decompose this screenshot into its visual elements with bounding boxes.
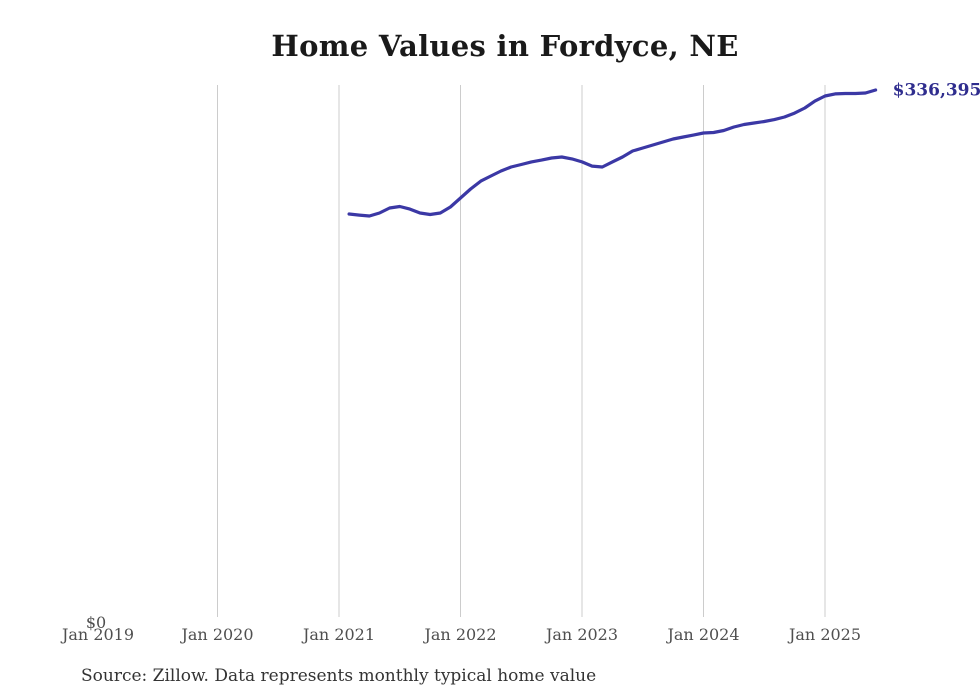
x-axis-label: Jan 2019	[60, 625, 134, 644]
x-axis-label: Jan 2023	[544, 625, 618, 644]
current-value-label: $336,395	[893, 81, 980, 101]
x-axis-label: Jan 2022	[422, 625, 496, 644]
home-value-line	[347, 88, 878, 218]
chart-title: Home Values in Fordyce, NE	[271, 29, 739, 63]
y-axis-zero-label: $0	[86, 613, 106, 632]
source-note: Source: Zillow. Data represents monthly …	[81, 666, 597, 686]
x-axis-label: Jan 2024	[665, 625, 739, 644]
x-axis-label: Jan 2025	[787, 625, 861, 644]
x-axis-label: Jan 2021	[301, 625, 375, 644]
x-axis-label: Jan 2020	[179, 625, 253, 644]
